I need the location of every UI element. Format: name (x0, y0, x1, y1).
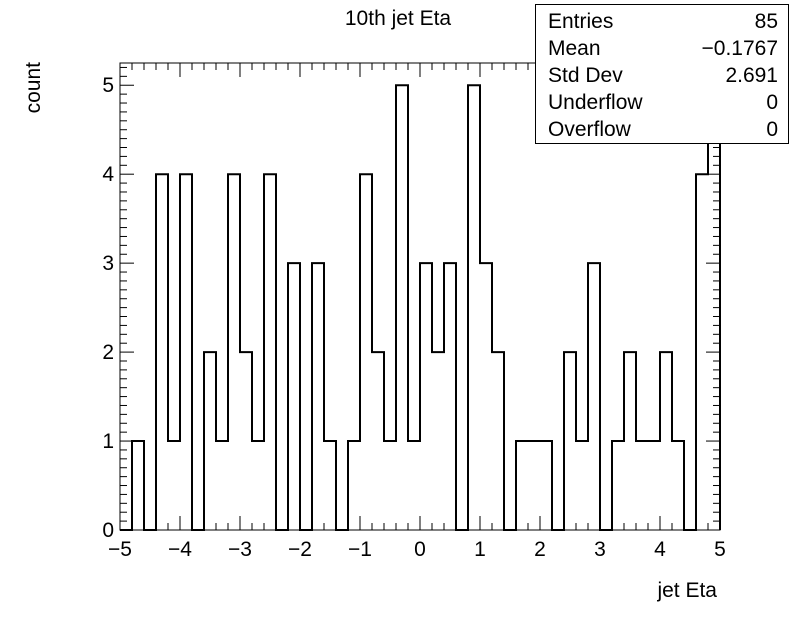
y-tick-label: 5 (102, 74, 114, 97)
y-tick-labels: 0 1 2 3 4 5 (102, 74, 114, 542)
histogram-bin (408, 441, 420, 530)
stats-mean-label: Mean (548, 37, 601, 60)
y-tick-label: 2 (102, 341, 114, 364)
stats-row-stddev: Std Dev 2.691 (548, 62, 778, 89)
x-tick-label: 1 (474, 538, 486, 561)
histogram-bin (480, 263, 492, 530)
histogram-bin (612, 441, 624, 530)
stats-overflow-label: Overflow (548, 118, 631, 141)
histogram-bin (216, 441, 228, 530)
x-tick-label: −5 (108, 538, 132, 561)
histogram-bin (228, 174, 240, 530)
histogram-outline (120, 84, 721, 531)
histogram-bin (540, 441, 552, 530)
histogram-bins (132, 85, 720, 530)
y-tick-label: 1 (102, 430, 114, 453)
histogram-bin (660, 352, 672, 530)
histogram-bin (372, 352, 384, 530)
stats-row-mean: Mean −0.1767 (548, 35, 778, 62)
stats-overflow-value: 0 (766, 118, 778, 141)
histogram-bin (384, 441, 396, 530)
x-tick-label: −3 (228, 538, 252, 561)
histogram-bin (672, 441, 684, 530)
histogram-bin (132, 441, 144, 530)
stats-stddev-label: Std Dev (548, 64, 623, 87)
histogram-bin (576, 441, 588, 530)
histogram-bin (324, 441, 336, 530)
histogram-bin (168, 441, 180, 530)
stats-row-underflow: Underflow 0 (548, 89, 778, 116)
histogram-bin (360, 174, 372, 530)
stats-box: Entries 85 Mean −0.1767 Std Dev 2.691 Un… (535, 4, 789, 144)
x-tick-label: 2 (534, 538, 546, 561)
stats-entries-label: Entries (548, 10, 614, 33)
stats-row-entries: Entries 85 (548, 8, 778, 35)
y-tick-label: 0 (102, 519, 114, 542)
histogram-bin (156, 174, 168, 530)
histogram-bin (564, 352, 576, 530)
histogram-bin (624, 352, 636, 530)
histogram-bin (444, 263, 456, 530)
histogram-bin (288, 263, 300, 530)
x-tick-label: −2 (288, 538, 312, 561)
chart-title: 10th jet Eta (345, 7, 452, 30)
y-tick-label: 4 (102, 163, 114, 186)
histogram-bin (348, 441, 360, 530)
histogram-bin (180, 174, 192, 530)
stats-stddev-value: 2.691 (725, 64, 778, 87)
histogram-bin (528, 441, 540, 530)
stats-underflow-value: 0 (766, 91, 778, 114)
histogram-bin (420, 263, 432, 530)
y-tick-label: 3 (102, 252, 114, 275)
stats-underflow-label: Underflow (548, 91, 643, 114)
histogram-bin (204, 352, 216, 530)
stats-mean-value: −0.1767 (701, 37, 779, 60)
x-tick-label: 0 (414, 538, 426, 561)
histogram-bin (516, 441, 528, 530)
histogram-bin (648, 441, 660, 530)
histogram-bin (636, 441, 648, 530)
x-tick-label: 5 (714, 538, 726, 561)
x-tick-label: −1 (348, 538, 372, 561)
histogram-bin (432, 352, 444, 530)
histogram-bin (312, 263, 324, 530)
x-tick-label: −4 (168, 538, 192, 561)
x-axis-label: jet Eta (656, 579, 717, 602)
histogram-bin (396, 85, 408, 530)
stats-row-overflow: Overflow 0 (548, 116, 778, 143)
histogram-bin (240, 352, 252, 530)
y-axis-label: count (22, 62, 45, 114)
x-tick-label: 4 (654, 538, 666, 561)
histogram-bin (492, 352, 504, 530)
histogram-bin (264, 174, 276, 530)
stats-entries-value: 85 (754, 10, 778, 33)
x-tick-labels: −5 −4 −3 −2 −1 0 1 2 3 4 5 (108, 538, 726, 561)
x-tick-label: 3 (594, 538, 606, 561)
histogram-bin (468, 85, 480, 530)
histogram-bin (252, 441, 264, 530)
histogram-bin (588, 263, 600, 530)
